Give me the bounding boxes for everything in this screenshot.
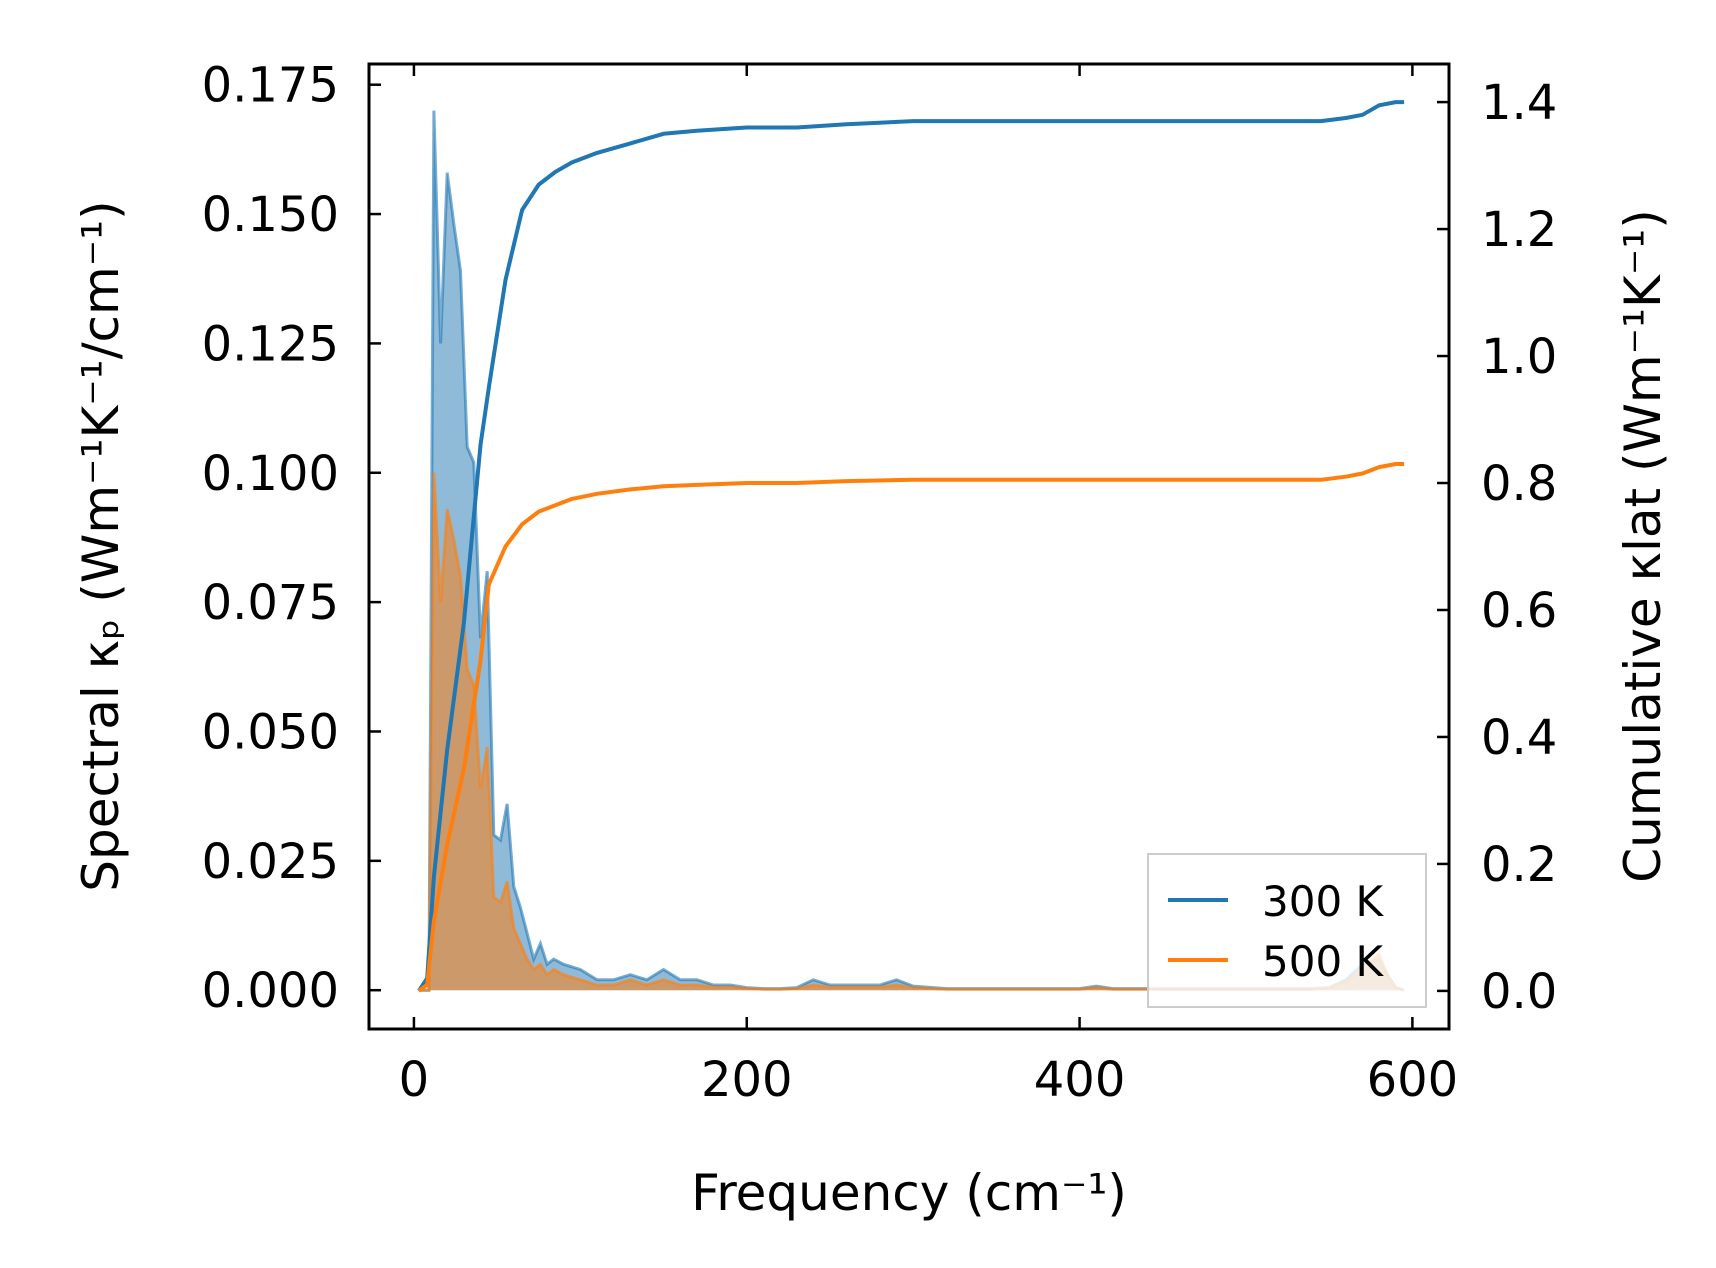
plot-frame <box>367 62 1451 1031</box>
y-right-tick-label: 0.6 <box>1481 583 1557 639</box>
cumulative-line-1 <box>417 462 1405 993</box>
axis-ticks: 0 200 400 600 0.000 0.025 0.050 0.075 0.100 0.125… <box>202 58 1558 1108</box>
y-axis-label-right: Cumulative κlat (Wm⁻¹K⁻¹) <box>1614 209 1672 883</box>
y-left-tick-label: 0.175 <box>202 58 339 114</box>
y-right-tick-label: 1.2 <box>1481 202 1557 258</box>
y-left-tick-label: 0.050 <box>202 704 339 760</box>
legend: 300 K 500 K <box>1147 853 1427 1008</box>
y-right-tick-label: 0.8 <box>1481 456 1557 512</box>
y-right-tick-label: 1.0 <box>1481 329 1557 385</box>
legend-label-300k: 300 K <box>1262 877 1385 926</box>
x-axis-label: Frequency (cm⁻¹) <box>691 1164 1127 1222</box>
cumulative-line-0 <box>417 100 1405 992</box>
y-axis-label-left: Spectral κₚ (Wm⁻¹K⁻¹/cm⁻¹) <box>72 200 130 891</box>
x-tick-label: 200 <box>701 1052 793 1108</box>
y-right-tick-label: 1.4 <box>1481 75 1557 131</box>
legend-label-500k: 500 K <box>1262 937 1385 986</box>
y-left-tick-label: 0.100 <box>202 446 339 502</box>
x-tick-label: 0 <box>399 1052 430 1108</box>
y-left-tick-label: 0.150 <box>202 187 339 243</box>
y-left-tick-label: 0.075 <box>202 575 339 631</box>
y-left-tick-label: 0.125 <box>202 316 339 372</box>
y-left-tick-label: 0.000 <box>202 963 339 1019</box>
x-tick-label: 600 <box>1367 1052 1459 1108</box>
x-tick-label: 400 <box>1034 1052 1126 1108</box>
y-right-tick-label: 0.4 <box>1481 710 1557 766</box>
series-lines <box>417 100 1405 993</box>
legend-frame <box>1147 853 1427 1008</box>
y-right-tick-label: 0.2 <box>1481 837 1557 893</box>
y-right-tick-label: 0.0 <box>1481 964 1557 1020</box>
y-left-tick-label: 0.025 <box>202 834 339 890</box>
